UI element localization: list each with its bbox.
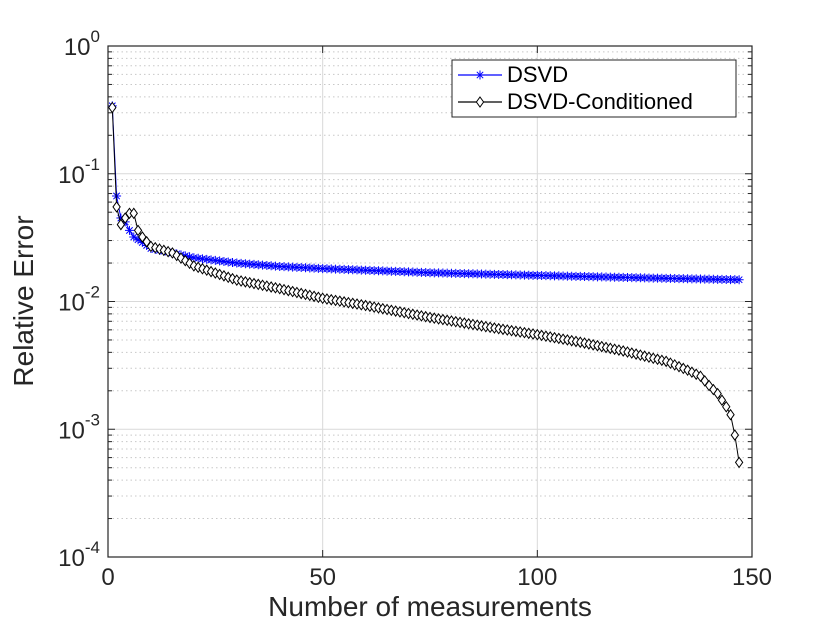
- series-dsvd-conditioned: [108, 101, 744, 469]
- y-tick-label: 10-4: [58, 538, 100, 572]
- legend-dsvd-label: DSVD: [507, 62, 568, 87]
- data-point: [722, 400, 731, 413]
- data-point: [193, 253, 203, 263]
- axis-ticks: [107, 45, 753, 558]
- data-point: [206, 255, 216, 265]
- data-point: [679, 362, 688, 375]
- data-point: [704, 379, 714, 392]
- data-point: [116, 213, 126, 223]
- legend-conditioned-marker: [475, 96, 485, 108]
- data-point: [709, 383, 718, 396]
- data-point: [717, 394, 727, 407]
- data-point: [219, 256, 229, 266]
- data-point: [734, 275, 744, 285]
- y-tick-label: 100: [64, 27, 100, 61]
- data-point: [691, 368, 701, 381]
- data-point: [700, 375, 709, 387]
- x-tick-label: 100: [517, 564, 557, 591]
- series-layer: [107, 101, 744, 469]
- x-axis-label: Number of measurements: [268, 591, 592, 622]
- data-point: [730, 429, 740, 441]
- y-tick-label: 10-2: [58, 283, 100, 317]
- y-tick-labels: 100 10-1 10-2 10-3 10-4: [58, 27, 100, 572]
- legend-dsvd-marker: [475, 70, 485, 80]
- data-point: [124, 225, 134, 235]
- x-tick-label: 150: [732, 564, 772, 591]
- data-point: [713, 387, 722, 400]
- legend: DSVD DSVD-Conditioned: [451, 59, 737, 118]
- legend-box: [451, 59, 737, 118]
- data-point: [734, 456, 744, 469]
- data-point: [112, 201, 121, 213]
- data-point: [674, 360, 684, 373]
- data-point: [210, 255, 220, 265]
- data-point: [129, 232, 139, 242]
- y-tick-label: 10-1: [58, 155, 100, 189]
- y-axis-label: Relative Error: [8, 215, 39, 386]
- data-point: [215, 256, 225, 266]
- data-point: [129, 207, 138, 220]
- data-point: [133, 235, 143, 245]
- x-tick-label: 50: [309, 564, 336, 591]
- grid: [108, 46, 752, 557]
- data-point: [189, 253, 199, 263]
- x-tick-label: 0: [101, 564, 114, 591]
- data-point: [185, 252, 195, 262]
- data-point: [228, 258, 238, 268]
- data-point: [108, 101, 117, 114]
- data-point: [687, 366, 697, 379]
- data-point: [726, 408, 735, 421]
- data-point: [197, 254, 207, 264]
- data-point: [683, 364, 692, 377]
- x-tick-labels: 0 50 100 150: [101, 564, 772, 591]
- legend-marker-symbol: [475, 70, 485, 80]
- data-point: [133, 224, 143, 237]
- data-point: [670, 359, 679, 371]
- data-point: [223, 257, 233, 267]
- legend-conditioned-label: DSVD-Conditioned: [507, 89, 693, 114]
- data-point: [116, 218, 126, 231]
- legend-marker-symbol: [475, 96, 485, 108]
- y-tick-label: 10-3: [58, 410, 100, 444]
- data-point: [696, 370, 705, 383]
- data-point: [202, 254, 212, 264]
